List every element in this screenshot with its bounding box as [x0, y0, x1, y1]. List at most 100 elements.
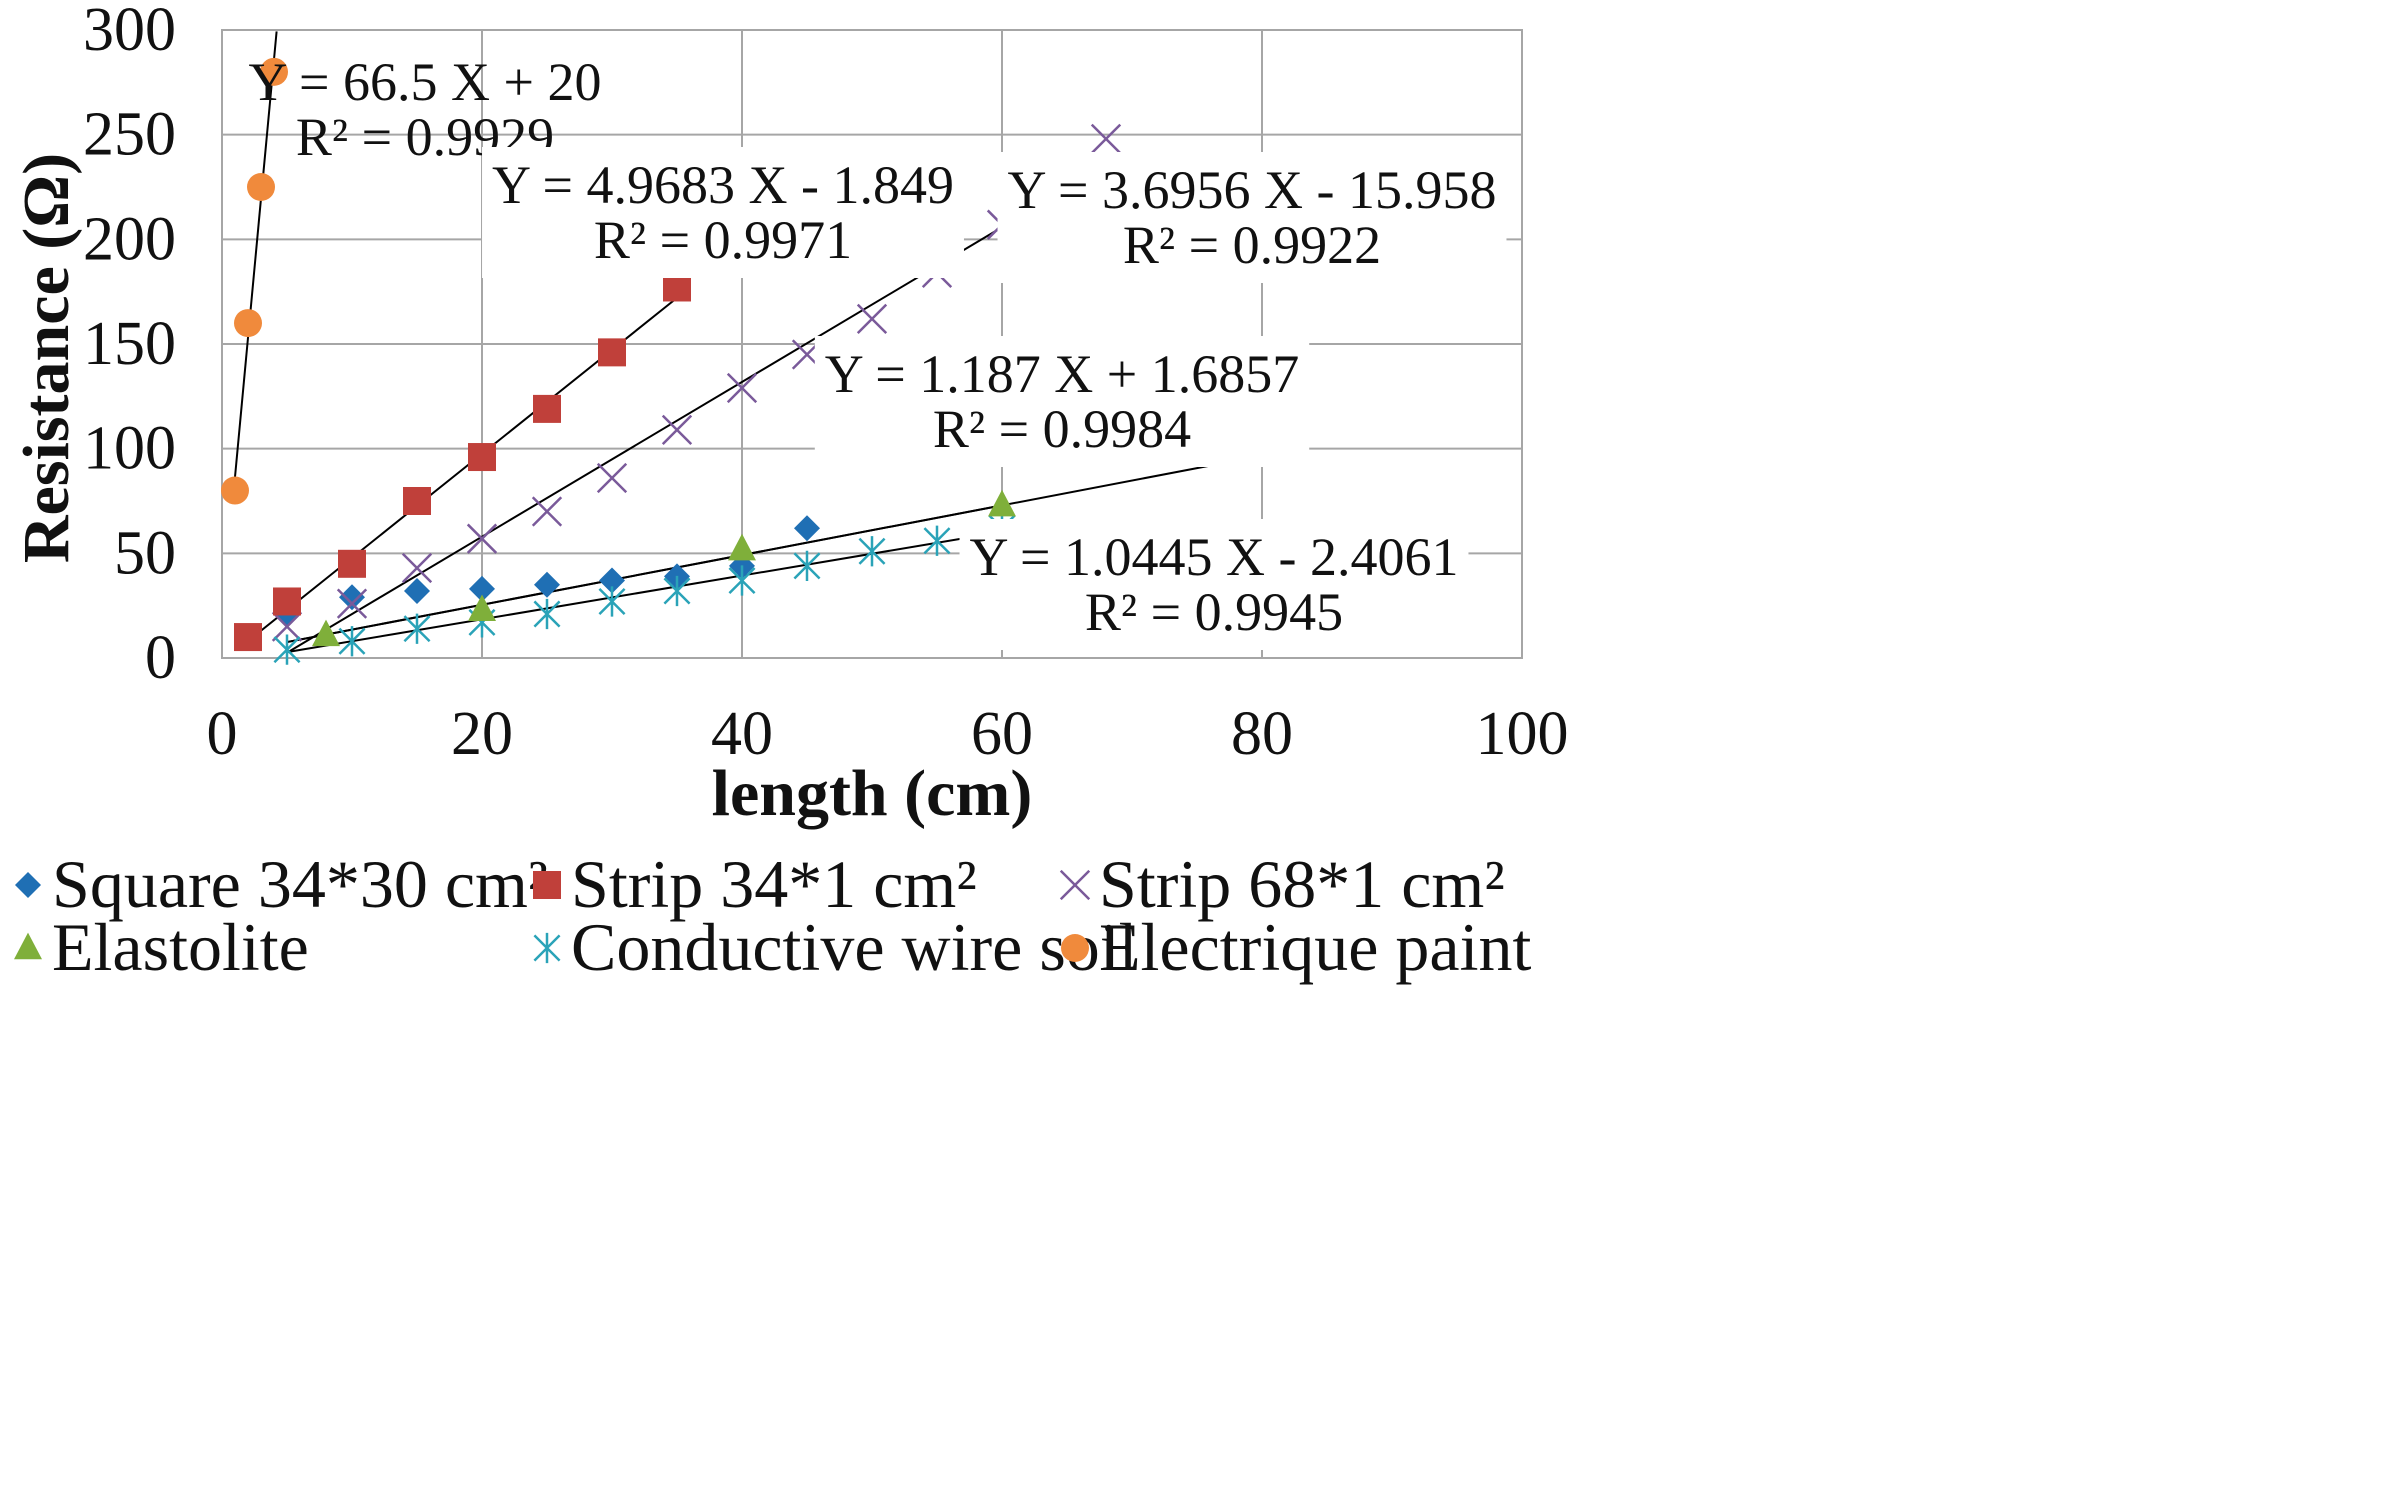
equation-text: Y = 1.0445 X - 2.4061 [970, 527, 1459, 587]
series-conductive-wire-soil [273, 513, 1016, 665]
y-tick-label: 300 [83, 0, 176, 64]
plot-area-frame [221, 29, 1523, 659]
y-tick-label: 200 [83, 205, 176, 273]
legend-item-electrique-paint: Electrique paint [1061, 909, 1531, 985]
trendline-electrique-paint [234, 31, 278, 478]
legend-marker [1061, 934, 1089, 962]
data-point [312, 619, 340, 647]
legend-item-elastolite: Elastolite [14, 909, 309, 985]
x-tick-label: 100 [1476, 700, 1569, 768]
data-point [858, 536, 886, 567]
data-point [923, 525, 951, 556]
data-point [531, 496, 563, 527]
equation-background [814, 336, 1310, 467]
trendline-elastolite [286, 448, 1295, 644]
data-point [728, 533, 756, 561]
data-point [338, 549, 366, 578]
y-tick-label: 250 [83, 101, 176, 169]
data-point [469, 575, 495, 602]
data-point [988, 489, 1016, 517]
data-point [404, 578, 430, 605]
legend-item-strip-68-1-cm: Strip 68*1 cm² [1059, 846, 1505, 922]
legend-item-square-34-30-cm: Square 34*30 cm² [15, 846, 548, 922]
x-axis-title: length (cm) [712, 757, 1033, 830]
data-point [598, 338, 626, 367]
y-tick-label: 50 [114, 519, 176, 587]
y-tick-label: 100 [83, 415, 176, 483]
equation-background [997, 152, 1507, 283]
r-squared-text: R² = 0.9984 [933, 399, 1191, 459]
legend-label: Elastolite [52, 909, 309, 985]
data-point [793, 550, 821, 582]
trendline-conductive-wire-soil [286, 530, 1003, 654]
data-point [533, 598, 561, 630]
axis-tick-labels: 0 50 100 150 200 250 300 0 20 40 60 80 100 [83, 0, 1569, 768]
legend-label: Strip 68*1 cm² [1099, 846, 1505, 922]
data-point [336, 588, 368, 619]
legend-label: Electrique paint [1099, 909, 1531, 985]
r-squared-text: R² = 0.9971 [594, 210, 852, 270]
r-squared-text: R² = 0.9945 [1085, 582, 1343, 642]
data-point [1090, 123, 1122, 154]
data-point [221, 476, 249, 505]
data-point [533, 394, 561, 423]
x-tick-label: 20 [451, 700, 513, 768]
data-point [856, 303, 888, 335]
data-point [599, 567, 625, 594]
r-squared-text: R² = 0.9922 [1123, 215, 1381, 275]
data-point [598, 586, 626, 617]
x-tick-label: 60 [971, 700, 1033, 768]
x-tick-label: 80 [1231, 700, 1293, 768]
equation-background [959, 519, 1469, 650]
data-point [234, 623, 262, 652]
legend-marker [533, 932, 561, 964]
legend-marker [15, 872, 41, 898]
data-point [338, 626, 366, 657]
legend-marker [533, 871, 561, 899]
data-point [273, 587, 301, 616]
data-point [234, 309, 262, 338]
x-tick-label: 0 [207, 700, 238, 768]
legend-item-strip-34-1-cm: Strip 34*1 cm² [533, 846, 977, 922]
legend-item-conductive-wire-soil: Conductive wire soil [533, 909, 1138, 985]
series-strip-34-1-cm [234, 273, 691, 652]
equation-text: Y = 4.9683 X - 1.849 [492, 155, 954, 215]
y-axis-title: Resistance (Ω) [10, 153, 83, 563]
data-point [339, 584, 365, 611]
legend: Square 34*30 cm² Strip 34*1 cm² Strip 68*1… [14, 846, 1531, 985]
data-point [271, 611, 303, 642]
data-point [466, 523, 498, 554]
equation-background [482, 147, 964, 278]
data-point [663, 273, 691, 302]
data-point [403, 613, 431, 644]
equation-text: Y = 66.5 X + 20 [249, 52, 602, 112]
data-point [468, 443, 496, 472]
data-point [663, 575, 691, 607]
legend-marker [1059, 869, 1091, 901]
data-markers [221, 57, 1309, 665]
data-point [468, 594, 496, 622]
data-point [273, 634, 301, 665]
data-point [596, 462, 628, 494]
data-point [661, 414, 693, 445]
data-point [401, 552, 433, 584]
legend-label: Square 34*30 cm² [52, 846, 548, 922]
equation-text: Y = 3.6956 X - 15.958 [1008, 160, 1497, 220]
data-point [247, 173, 275, 201]
y-tick-label: 150 [83, 310, 176, 378]
x-tick-label: 40 [711, 700, 773, 768]
data-point [403, 487, 431, 515]
y-tick-label: 0 [145, 624, 176, 692]
equation-text: Y = 1.187 X + 1.6857 [825, 344, 1299, 404]
series-electrique-paint [221, 57, 288, 505]
legend-marker [14, 932, 42, 960]
data-point [728, 565, 756, 596]
legend-label: Strip 34*1 cm² [571, 846, 977, 922]
data-point [260, 57, 288, 86]
data-point [794, 515, 820, 542]
